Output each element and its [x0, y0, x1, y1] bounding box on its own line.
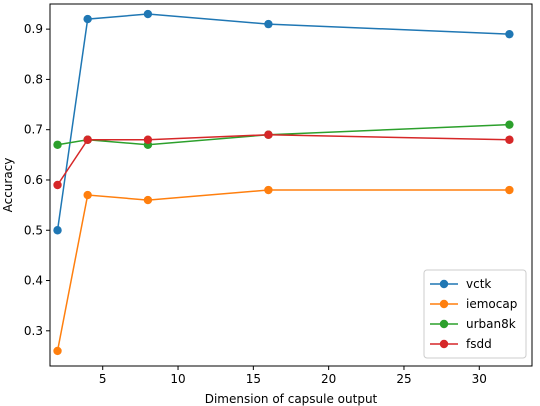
legend-item-fsdd: fsdd [430, 337, 492, 351]
x-axis-label: Dimension of capsule output [205, 392, 378, 406]
x-tick-label: 10 [170, 372, 185, 386]
legend-marker [439, 319, 449, 329]
legend-item-iemocap: iemocap [430, 297, 517, 311]
y-tick-label: 0.4 [24, 274, 43, 288]
data-point-urban8k [53, 140, 62, 149]
legend-item-vctk: vctk [430, 277, 491, 291]
legend-marker [439, 279, 449, 289]
x-axis: 5 10 15 20 25 30 [99, 366, 487, 386]
y-tick-label: 0.6 [24, 173, 43, 187]
legend-label: vctk [466, 277, 491, 291]
legend: vctk iemocap urban8k fsdd [423, 269, 527, 359]
y-tick-label: 0.8 [24, 72, 43, 86]
plot-frame [49, 3, 533, 367]
plot-content [53, 9, 514, 356]
legend-label: fsdd [466, 337, 492, 351]
data-point-iemocap [505, 185, 514, 195]
x-tick-label: 20 [321, 372, 336, 386]
legend-marker [439, 299, 449, 309]
y-tick-label: 0.5 [24, 223, 43, 237]
series-fsdd [53, 130, 514, 190]
legend-label: iemocap [466, 297, 517, 311]
x-tick-label: 30 [472, 372, 487, 386]
legend-box [423, 269, 527, 359]
y-axis: 0.3 0.4 0.5 0.6 0.7 0.8 0.9 [24, 22, 50, 338]
y-tick-label: 0.7 [24, 123, 43, 137]
y-tick-label: 0.9 [24, 22, 43, 36]
x-tick-label: 5 [99, 372, 107, 386]
data-point-fsdd [505, 135, 514, 144]
x-tick-label: 15 [246, 372, 261, 386]
legend-item-urban8k: urban8k [430, 317, 516, 331]
data-point-urban8k [505, 120, 514, 129]
data-point-vctk [264, 19, 273, 29]
data-point-iemocap [83, 190, 92, 200]
y-tick-label: 0.3 [24, 324, 43, 338]
y-axis-label: Accuracy [1, 158, 15, 213]
data-point-iemocap [53, 346, 62, 356]
series-iemocap [53, 185, 514, 356]
data-point-fsdd [143, 135, 153, 144]
data-point-vctk [83, 14, 92, 24]
legend-label: urban8k [466, 317, 516, 331]
data-point-fsdd [264, 130, 273, 139]
data-point-fsdd [83, 135, 92, 144]
legend-marker [439, 339, 449, 349]
data-point-vctk [53, 226, 62, 235]
data-point-vctk [505, 29, 514, 39]
data-point-vctk [143, 9, 153, 19]
data-point-iemocap [143, 195, 153, 205]
series-vctk [53, 9, 514, 235]
data-point-iemocap [264, 185, 273, 195]
data-point-fsdd [53, 180, 62, 190]
x-tick-label: 25 [396, 372, 411, 386]
